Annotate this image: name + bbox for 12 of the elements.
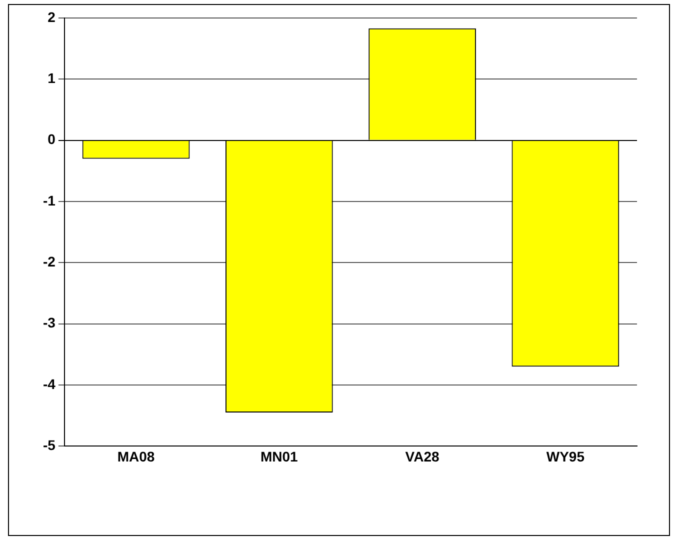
y-tick-label: -1 xyxy=(42,192,56,208)
y-tick-label: 1 xyxy=(48,70,56,86)
x-tick-label: MA08 xyxy=(117,448,155,464)
y-tick-label: 2 xyxy=(48,8,56,25)
x-tick-label: MN01 xyxy=(260,448,298,464)
y-tick-label: -2 xyxy=(42,254,56,270)
y-tick-label: -4 xyxy=(42,376,56,392)
x-tick-label: VA28 xyxy=(405,448,440,464)
y-tick-label: -5 xyxy=(42,437,56,454)
y-tick-label: -3 xyxy=(42,314,56,331)
y-tick-label: 0 xyxy=(48,131,56,148)
x-tick-label: WY95 xyxy=(546,448,585,464)
